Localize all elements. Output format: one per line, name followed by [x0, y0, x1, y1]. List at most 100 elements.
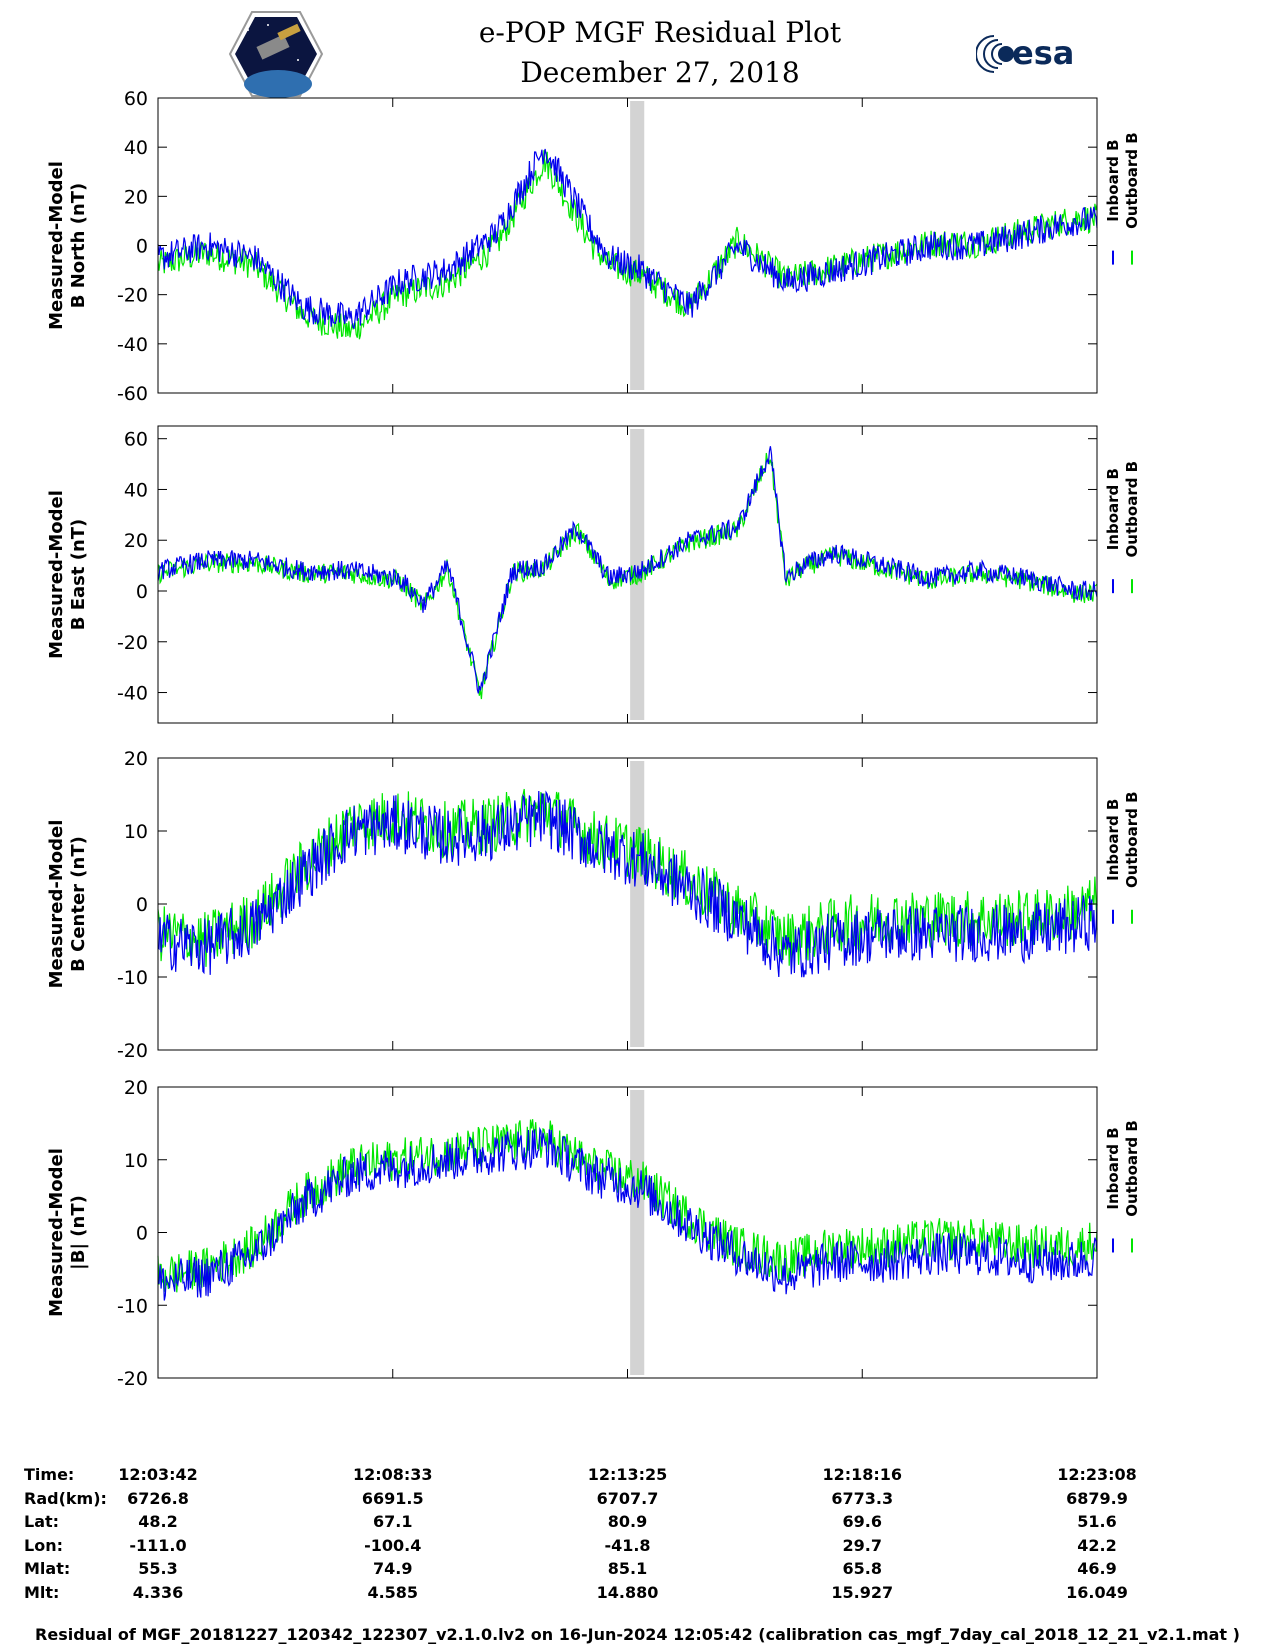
ephemeris-row-label: Lat: [24, 1512, 60, 1531]
y-tick-label: -40 [117, 683, 148, 705]
panel-4: -20 -10 0 10 20 Measured-Model |B| (nT) Inboard… [46, 1077, 1141, 1390]
y-axis-label: B North (nT) [68, 183, 89, 309]
ephemeris-row: Time: 12:03:42 12:08:33 12:13:25 12:18:16 12:… [0, 1465, 1275, 1489]
ephemeris-cell: 69.6 [842, 1512, 882, 1531]
series-line-inboard-b [157, 446, 1098, 694]
ephemeris-cell: 6707.7 [596, 1488, 659, 1508]
ephemeris-cell: 12:03:42 [118, 1465, 198, 1484]
y-tick-label: 60 [124, 88, 148, 110]
ephemeris-row-label: Mlat: [24, 1559, 71, 1578]
legend-label: Outboard B [1123, 461, 1141, 558]
ephemeris-cell: 74.9 [373, 1559, 413, 1578]
plot-date: December 27, 2018 [520, 56, 800, 89]
y-tick-label: 10 [124, 1150, 148, 1172]
ephemeris-cell: 51.6 [1077, 1512, 1117, 1531]
ephemeris-row: Mlat: 55.3 74.9 85.1 65.8 46.9 [0, 1559, 1275, 1583]
y-tick-label: 20 [124, 186, 148, 208]
legend-label: Inboard B [1104, 1127, 1122, 1209]
y-tick-label: -40 [117, 334, 148, 356]
y-tick-label: 0 [136, 894, 148, 916]
ephemeris-cell: 12:08:33 [352, 1465, 433, 1484]
gap-band [630, 1090, 645, 1375]
ephemeris-cell: 6726.8 [127, 1488, 189, 1508]
ephemeris-cell: 16.049 [1066, 1582, 1128, 1602]
y-axis-label: B East (nT) [68, 519, 89, 631]
ephemeris-row: Rad(km): 6726.8 6691.5 6707.7 6773.3 6879.9 [0, 1489, 1275, 1513]
ephemeris-cell: 6773.3 [831, 1488, 894, 1508]
ephemeris-cell: 85.1 [607, 1559, 648, 1578]
ephemeris-row: Lon: -111.0 -100.4 -41.8 29.7 42.2 [0, 1536, 1275, 1560]
panel-2: -40 -20 0 20 40 60 Measured-Model B East (nT) In… [46, 425, 1141, 724]
legend-label: Outboard B [1123, 132, 1141, 229]
ephemeris-cell: 12:18:16 [822, 1465, 903, 1484]
ephemeris-cell: 29.7 [842, 1535, 882, 1555]
ephemeris-cell: 55.3 [138, 1559, 178, 1578]
ephemeris-row-label: Rad(km): [24, 1488, 107, 1508]
series-line-outboard-b [157, 1119, 1098, 1293]
y-axis-label: Measured-Model [46, 490, 67, 659]
ephemeris-cell: -100.4 [364, 1535, 422, 1555]
ephemeris-cell: 6691.5 [361, 1488, 424, 1508]
ephemeris-cell: 14.880 [596, 1582, 659, 1602]
ephemeris-cell: 42.2 [1077, 1535, 1117, 1555]
y-tick-label: -10 [117, 967, 148, 989]
ephemeris-cell: 4.336 [132, 1582, 184, 1602]
y-tick-label: -20 [117, 1040, 148, 1062]
y-tick-label: 0 [136, 581, 148, 603]
ephemeris-row-label: Time: [24, 1465, 75, 1484]
legend-label: Inboard B [1104, 799, 1122, 881]
cassiope-logo-icon [228, 11, 324, 98]
y-tick-label: 20 [124, 748, 148, 770]
ephemeris-cell: 12:23:08 [1057, 1465, 1137, 1484]
panel-1: -60 -40 -20 0 20 40 60 Measured-Model B North (n… [46, 88, 1141, 405]
y-tick-label: -10 [117, 1295, 148, 1317]
ephemeris-row-label: Mlt: [24, 1582, 60, 1602]
gap-band [630, 761, 645, 1047]
series-line-outboard-b [157, 452, 1098, 700]
esa-logo-icon: esa [976, 34, 1074, 73]
ephemeris-cell: 67.1 [373, 1512, 413, 1531]
legend-label: Inboard B [1104, 139, 1122, 221]
series-line-inboard-b [157, 790, 1098, 978]
ephemeris-cell: 65.8 [842, 1559, 882, 1578]
y-tick-label: 10 [124, 821, 148, 843]
y-tick-label: 40 [124, 137, 148, 159]
footer-caption: Residual of MGF_20181227_120342_122307_v… [35, 1625, 1240, 1644]
ephemeris-cell: 15.927 [831, 1582, 894, 1602]
y-tick-label: -20 [117, 285, 148, 307]
y-tick-label: -20 [117, 1368, 148, 1390]
y-tick-label: 20 [124, 530, 148, 552]
ephemeris-cell: -111.0 [129, 1535, 187, 1555]
y-tick-label: 60 [124, 429, 148, 451]
y-axis-label: Measured-Model [46, 820, 67, 989]
y-axis-label: |B| (nT) [68, 1195, 89, 1270]
legend-label: Inboard B [1104, 468, 1122, 550]
ephemeris-row: Mlt: 4.336 4.585 14.880 15.927 16.049 [0, 1583, 1275, 1607]
plot-title: e-POP MGF Residual Plot [478, 16, 842, 49]
ephemeris-cell: 46.9 [1077, 1559, 1117, 1578]
y-tick-label: -60 [117, 383, 148, 405]
ephemeris-cell: 48.2 [138, 1512, 178, 1531]
plot-frame [157, 1086, 1098, 1379]
y-axis-label: Measured-Model [46, 1148, 67, 1317]
esa-logo-text: esa [1012, 34, 1074, 72]
ephemeris-row: Lat: 48.2 67.1 80.9 69.6 51.6 [0, 1512, 1275, 1536]
ephemeris-cell: -41.8 [604, 1535, 651, 1555]
gap-band [630, 101, 645, 390]
ephemeris-cell: 4.585 [367, 1582, 419, 1602]
y-tick-label: 20 [124, 1077, 148, 1099]
legend-label: Outboard B [1123, 1120, 1141, 1217]
plot-frame [157, 757, 1098, 1051]
series-line-outboard-b [157, 788, 1098, 967]
ephemeris-cell: 80.9 [607, 1512, 648, 1531]
y-tick-label: -20 [117, 632, 148, 654]
ephemeris-row-label: Lon: [24, 1535, 63, 1555]
series-line-inboard-b [157, 1126, 1098, 1301]
panel-3: -20 -10 0 10 20 Measured-Model B Center (nT) In… [46, 748, 1141, 1062]
y-tick-label: 40 [124, 479, 148, 501]
y-axis-label: Measured-Model [46, 161, 67, 330]
legend-label: Outboard B [1123, 791, 1141, 888]
y-tick-label: 0 [136, 236, 148, 258]
series-line-inboard-b [157, 148, 1098, 330]
